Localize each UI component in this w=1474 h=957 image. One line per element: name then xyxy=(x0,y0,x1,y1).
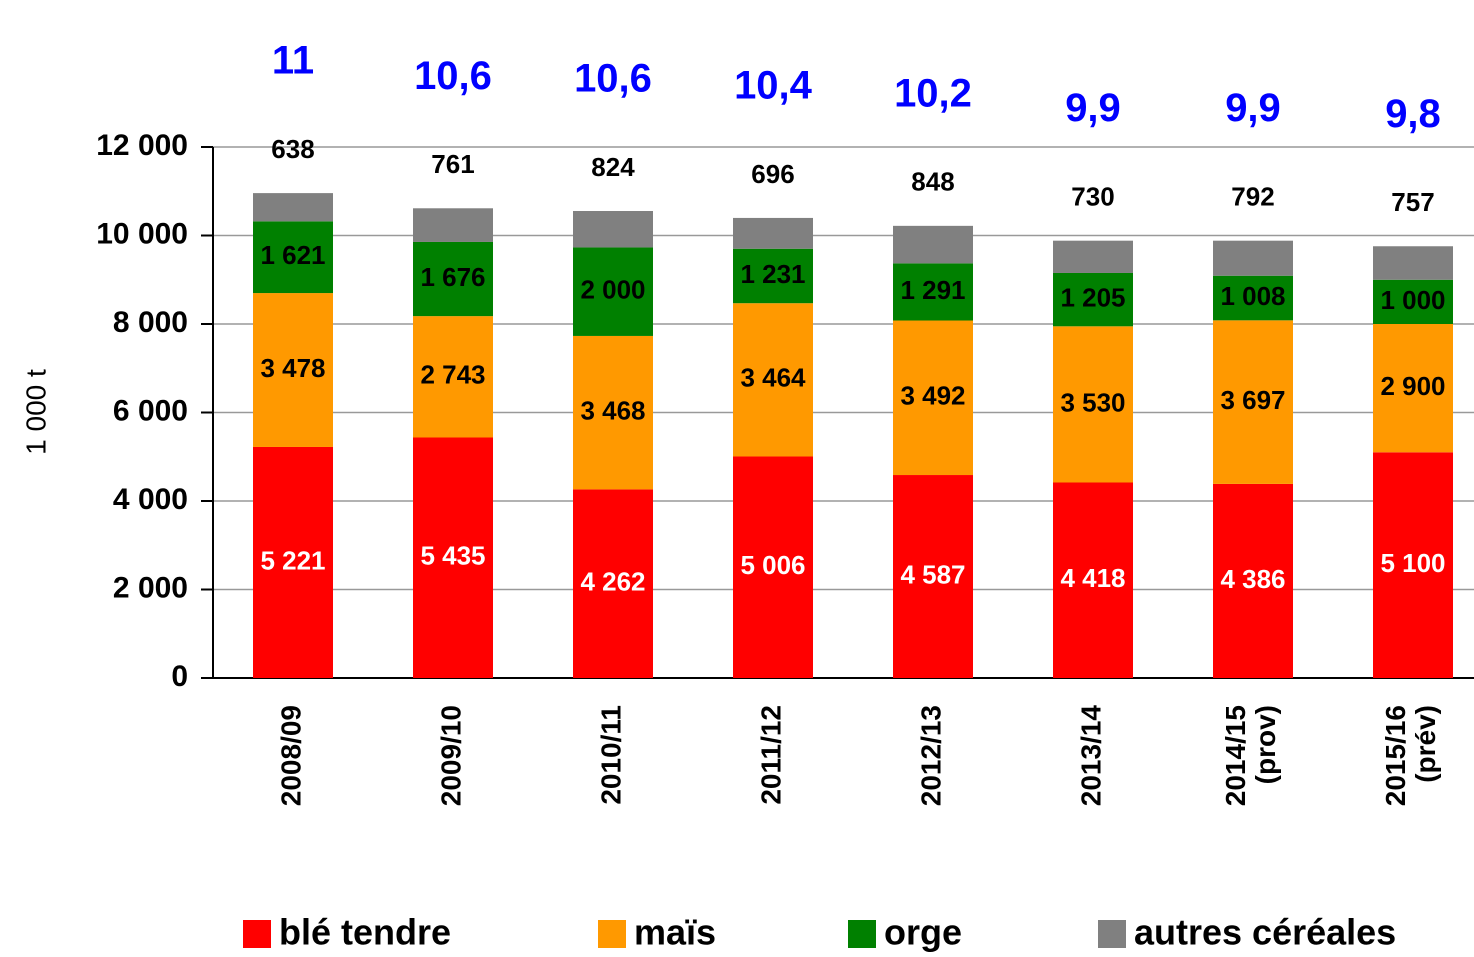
bar-segment xyxy=(1053,482,1133,678)
data-label: 5 100 xyxy=(1380,548,1445,578)
legend-swatch xyxy=(848,920,876,948)
bar-segment xyxy=(1213,320,1293,484)
data-label: 3 464 xyxy=(740,363,806,393)
x-tick-label: 2012/13 xyxy=(915,705,946,806)
legend-swatch xyxy=(243,920,271,948)
legend-label: orge xyxy=(884,912,962,953)
y-tick-label: 10 000 xyxy=(96,217,188,250)
bar-segment xyxy=(1053,326,1133,483)
x-tick-label: 2015/16(prév) xyxy=(1380,705,1441,806)
bar-segment xyxy=(413,208,493,242)
bar-segment xyxy=(1053,240,1133,273)
data-label: 792 xyxy=(1231,182,1274,212)
data-label: 2 000 xyxy=(580,275,645,305)
bar-segment xyxy=(253,446,333,678)
bar-segment xyxy=(1373,324,1453,453)
data-label: 3 530 xyxy=(1060,387,1125,417)
data-label: 824 xyxy=(591,152,635,182)
x-tick-label: 2010/11 xyxy=(595,705,626,805)
x-tick-label: 2011/12 xyxy=(755,705,786,805)
y-tick-label: 6 000 xyxy=(113,394,188,427)
data-label: 4 418 xyxy=(1060,563,1125,593)
data-label: 848 xyxy=(911,167,954,197)
bar-segment xyxy=(573,489,653,678)
data-label: 1 621 xyxy=(260,240,325,270)
bar-segment xyxy=(733,217,813,249)
bar-segment xyxy=(253,221,333,294)
total-label: 10,6 xyxy=(414,54,492,98)
bar-segment xyxy=(573,247,653,336)
y-tick-label: 4 000 xyxy=(113,483,188,516)
x-tick-label: 2008/09 xyxy=(275,705,306,806)
y-tick-label: 2 000 xyxy=(113,571,188,604)
total-label: 10,2 xyxy=(894,71,972,115)
data-label: 5 221 xyxy=(260,545,325,575)
data-label: 3 468 xyxy=(580,396,645,426)
y-tick-label: 12 000 xyxy=(96,129,188,162)
data-label: 1 205 xyxy=(1060,283,1125,313)
y-tick-label: 8 000 xyxy=(113,306,188,339)
bar-segment xyxy=(1373,279,1453,324)
bar-segment xyxy=(1053,272,1133,327)
bar-segment xyxy=(413,437,493,678)
data-label: 5 006 xyxy=(740,550,805,580)
total-label: 10,4 xyxy=(734,63,813,107)
data-label: 3 697 xyxy=(1220,385,1285,415)
legend-swatch xyxy=(598,920,626,948)
data-label: 4 262 xyxy=(580,567,645,597)
bar-segment xyxy=(893,320,973,476)
data-label: 4 587 xyxy=(900,559,965,589)
x-tick-label: 2013/14 xyxy=(1075,705,1106,807)
bar-segment xyxy=(413,316,493,438)
total-label: 9,9 xyxy=(1225,86,1281,130)
bar-segment xyxy=(413,241,493,317)
bar-segment xyxy=(253,193,333,222)
total-label: 10,6 xyxy=(574,57,652,101)
bar-segment xyxy=(253,293,333,447)
bar-segment xyxy=(573,335,653,490)
data-label: 638 xyxy=(271,134,314,164)
bar-segment xyxy=(1213,275,1293,321)
data-label: 730 xyxy=(1071,182,1114,212)
bar-segment xyxy=(733,248,813,304)
legend-label: maïs xyxy=(634,912,716,953)
bar-segment xyxy=(733,303,813,457)
bar-segment xyxy=(1373,452,1453,678)
data-label: 761 xyxy=(431,149,474,179)
x-tick-label: 2009/10 xyxy=(435,705,466,806)
bar-segment xyxy=(1373,246,1453,280)
bar-segment xyxy=(1213,483,1293,678)
data-label: 2 900 xyxy=(1380,371,1445,401)
legend-label: autres céréales xyxy=(1134,912,1396,953)
data-label: 2 743 xyxy=(420,360,485,390)
data-label: 757 xyxy=(1391,187,1434,217)
y-tick-label: 0 xyxy=(171,660,188,693)
total-label: 9,8 xyxy=(1385,92,1441,136)
bar-segment xyxy=(733,456,813,678)
data-label: 1 231 xyxy=(740,259,805,289)
data-label: 5 435 xyxy=(420,541,485,571)
bar-segment xyxy=(573,210,653,248)
bar-segment xyxy=(893,225,973,264)
data-label: 1 676 xyxy=(420,262,485,292)
total-label: 9,9 xyxy=(1065,86,1121,130)
data-label: 3 492 xyxy=(900,381,965,411)
data-label: 1 291 xyxy=(900,275,965,305)
legend-label: blé tendre xyxy=(279,912,451,953)
x-tick-label: 2014/15(prov) xyxy=(1220,705,1281,806)
total-label: 11 xyxy=(272,39,314,83)
bar-segment xyxy=(893,263,973,321)
data-label: 1 000 xyxy=(1380,285,1445,315)
legend-swatch xyxy=(1098,920,1126,948)
data-label: 4 386 xyxy=(1220,564,1285,594)
bar-segment xyxy=(1213,240,1293,276)
y-axis-label: 1 000 t xyxy=(20,369,51,455)
data-label: 1 008 xyxy=(1220,281,1285,311)
data-label: 696 xyxy=(751,159,794,189)
data-label: 3 478 xyxy=(260,353,325,383)
bar-segment xyxy=(893,475,973,678)
